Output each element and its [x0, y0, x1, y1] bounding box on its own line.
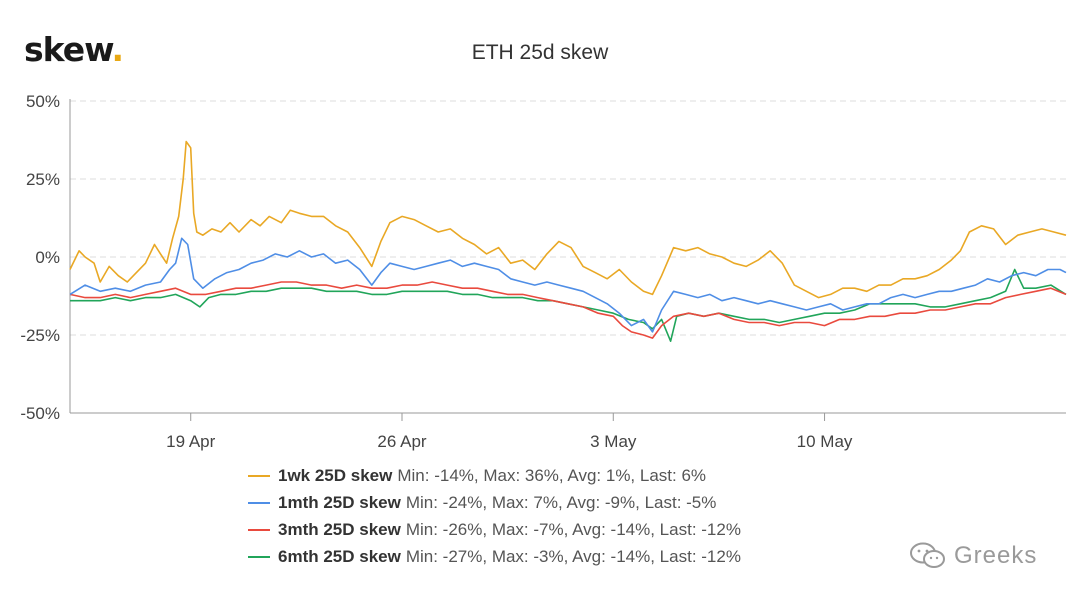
legend-item[interactable]: 1mth 25D skew Min: -24%, Max: 7%, Avg: -… [248, 489, 741, 516]
y-tick-label: 25% [26, 170, 60, 189]
x-tick-label: 10 May [797, 432, 853, 451]
legend-item[interactable]: 6mth 25D skew Min: -27%, Max: -3%, Avg: … [248, 543, 741, 570]
legend: 1wk 25D skew Min: -14%, Max: 36%, Avg: 1… [248, 462, 741, 570]
y-axis: 50% 25% 0% -25% -50% [20, 92, 71, 423]
y-tick-label: -25% [20, 326, 60, 345]
chart-title: ETH 25d skew [471, 41, 609, 64]
x-tick-label: 26 Apr [377, 432, 426, 451]
legend-stats: Min: -14%, Max: 36%, Avg: 1%, Last: 6% [397, 465, 707, 485]
watermark-text: Greeks [954, 542, 1038, 569]
legend-swatch-3mth [248, 528, 270, 531]
legend-name: 1wk 25D skew [278, 465, 393, 485]
x-axis: 19 Apr 26 Apr 3 May 10 May [70, 412, 1066, 451]
series-lines [69, 140, 1067, 342]
legend-item[interactable]: 1wk 25D skew Min: -14%, Max: 36%, Avg: 1… [248, 462, 741, 489]
legend-name: 3mth 25D skew [278, 519, 401, 539]
series-line-6mth[interactable] [70, 268, 1067, 342]
legend-item[interactable]: 3mth 25D skew Min: -26%, Max: -7%, Avg: … [248, 516, 741, 543]
grid-lines [70, 100, 1066, 336]
legend-name: 6mth 25D skew [278, 546, 401, 566]
y-tick-label: -50% [20, 404, 60, 423]
legend-stats: Min: -27%, Max: -3%, Avg: -14%, Last: -1… [405, 546, 741, 566]
legend-name: 1mth 25D skew [278, 492, 401, 512]
legend-swatch-6mth [248, 555, 270, 558]
skew-logo: skew. [24, 30, 124, 69]
x-tick-label: 3 May [590, 432, 637, 451]
watermark: Greeks [908, 541, 1037, 571]
legend-stats: Min: -26%, Max: -7%, Avg: -14%, Last: -1… [405, 519, 741, 539]
y-tick-label: 0% [35, 248, 60, 267]
x-tick-label: 19 Apr [166, 432, 215, 451]
logo-text: skew [24, 30, 112, 69]
series-line-1mth[interactable] [69, 237, 1067, 333]
wechat-icon [910, 542, 945, 568]
series-line-1wk[interactable] [69, 140, 1067, 299]
legend-stats: Min: -24%, Max: 7%, Avg: -9%, Last: -5% [405, 492, 717, 512]
legend-swatch-1mth [248, 501, 270, 504]
legend-swatch-1wk [248, 474, 270, 477]
series-line-3mth[interactable] [69, 281, 1067, 339]
logo-dot: . [111, 30, 124, 69]
y-tick-label: 50% [26, 92, 60, 111]
